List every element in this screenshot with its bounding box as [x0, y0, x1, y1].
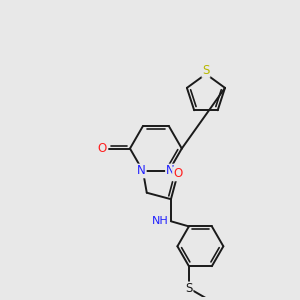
Text: NH: NH: [152, 216, 169, 226]
Text: O: O: [98, 142, 107, 155]
Text: N: N: [137, 164, 146, 178]
Text: N: N: [166, 164, 175, 178]
Text: S: S: [202, 64, 210, 77]
Text: O: O: [173, 167, 182, 181]
Text: S: S: [185, 282, 193, 296]
